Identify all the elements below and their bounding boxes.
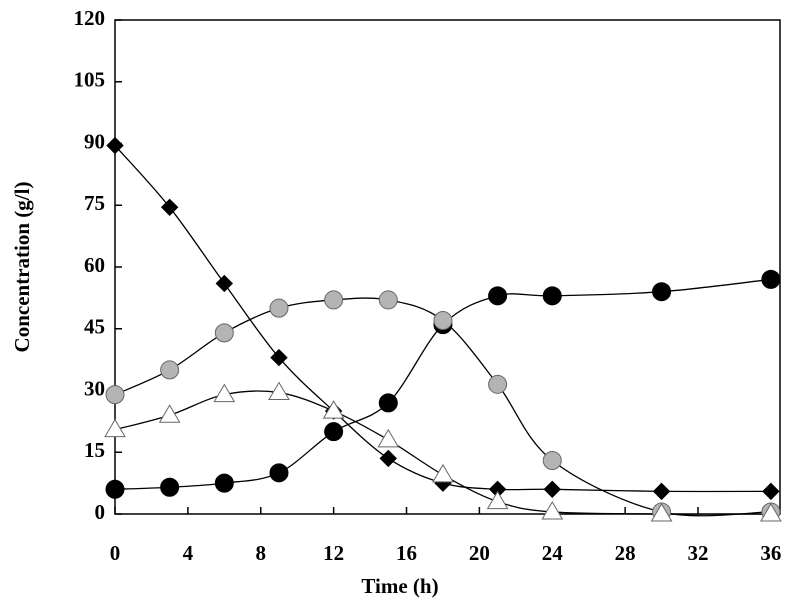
circle-marker bbox=[161, 478, 179, 496]
diamond-marker bbox=[544, 481, 560, 497]
x-tick-label: 16 bbox=[396, 541, 417, 565]
x-tick-label: 4 bbox=[183, 541, 194, 565]
triangle-marker bbox=[378, 430, 398, 447]
circle-marker bbox=[379, 291, 397, 309]
y-tick-label: 105 bbox=[74, 68, 106, 92]
x-tick-label: 24 bbox=[542, 541, 564, 565]
x-tick-label: 32 bbox=[688, 541, 709, 565]
y-axis-label: Concentration (g/l) bbox=[10, 182, 34, 353]
triangle-marker bbox=[488, 492, 508, 509]
triangle-marker bbox=[160, 405, 180, 422]
x-tick-label: 28 bbox=[615, 541, 636, 565]
x-tick-label: 12 bbox=[323, 541, 344, 565]
circle-marker bbox=[106, 386, 124, 404]
plot-frame bbox=[115, 20, 780, 514]
x-tick-label: 36 bbox=[760, 541, 781, 565]
series-curve bbox=[115, 391, 771, 514]
y-tick-label: 45 bbox=[84, 315, 105, 339]
circle-marker bbox=[543, 451, 561, 469]
y-tick-label: 30 bbox=[84, 376, 105, 400]
circle-marker bbox=[325, 291, 343, 309]
circle-marker bbox=[325, 423, 343, 441]
x-tick-label: 8 bbox=[256, 541, 267, 565]
y-tick-label: 0 bbox=[95, 500, 106, 524]
circle-marker bbox=[489, 287, 507, 305]
circle-marker bbox=[379, 394, 397, 412]
circle-marker bbox=[161, 361, 179, 379]
diamond-marker bbox=[380, 450, 396, 466]
circle-marker bbox=[215, 474, 233, 492]
circle-marker bbox=[270, 299, 288, 317]
diamond-marker bbox=[162, 199, 178, 215]
circle-marker bbox=[653, 283, 671, 301]
circle-marker bbox=[543, 287, 561, 305]
triangle-marker bbox=[433, 465, 453, 482]
y-tick-label: 15 bbox=[84, 438, 105, 462]
circle-marker bbox=[106, 480, 124, 498]
x-tick-label: 20 bbox=[469, 541, 490, 565]
y-tick-label: 60 bbox=[84, 253, 105, 277]
y-tick-label: 75 bbox=[84, 191, 105, 215]
chart: Time (h) Concentration (g/l) 0 15 30 45 60 75… bbox=[0, 0, 789, 606]
diamond-marker bbox=[763, 483, 779, 499]
triangle-marker bbox=[542, 502, 562, 519]
circle-marker bbox=[762, 270, 780, 288]
x-axis-label: Time (h) bbox=[361, 574, 438, 598]
y-tick-label: 90 bbox=[84, 129, 105, 153]
diamond-marker bbox=[654, 483, 670, 499]
y-tick-label: 120 bbox=[74, 6, 106, 30]
circle-marker bbox=[215, 324, 233, 342]
diamond-marker bbox=[216, 275, 232, 291]
circle-marker bbox=[270, 464, 288, 482]
circle-marker bbox=[489, 375, 507, 393]
x-tick-label: 0 bbox=[110, 541, 121, 565]
series-curve bbox=[115, 279, 771, 489]
circle-marker bbox=[434, 312, 452, 330]
